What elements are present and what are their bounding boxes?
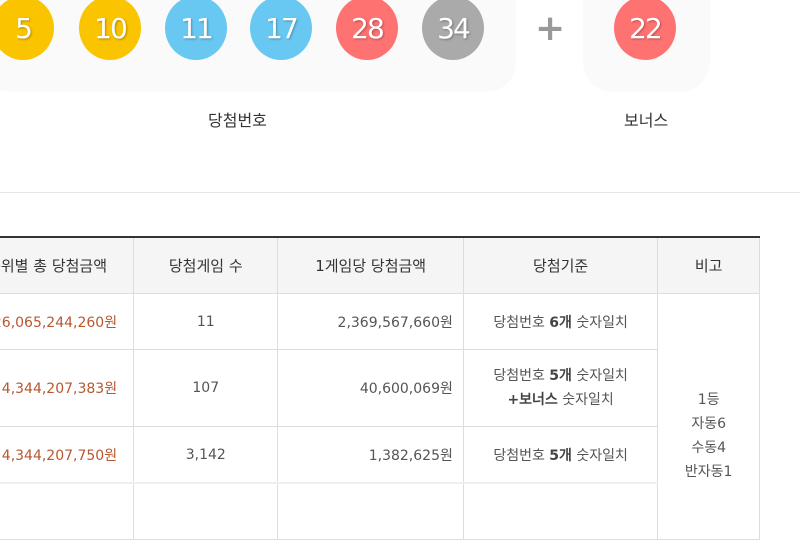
number-ball: 11 [165,0,227,60]
bonus-label: 보너스 [624,111,669,130]
table-header: 순위별 총 당첨금액 당첨게임 수 1게임당 당첨금액 당첨기준 비고 [0,237,760,294]
table-row: 26,065,244,260원 11 2,369,567,660원 당첨번호 6… [0,293,760,540]
number-ball: 28 [336,0,398,60]
table-row: 4,344,207,383원 107 40,600,069원 당첨번호 5개 숫… [0,349,760,427]
total-amount: 4,344,207,750원 [0,426,135,484]
number-ball: 34 [422,0,484,60]
table-row [0,482,760,540]
bonus-ball: 22 [614,0,676,60]
number-ball: 17 [250,0,312,60]
winning-numbers-label: 당첨번호 [208,111,267,130]
game-count: 3,142 [133,426,279,484]
game-count: 107 [133,349,279,427]
col-criteria: 당첨기준 [462,237,659,294]
col-total: 순위별 총 당첨금액 [0,237,135,294]
col-games: 당첨게임 수 [133,237,279,294]
per-game-amount: 40,600,069원 [277,349,464,427]
total-amount: 26,065,244,260원 [0,293,135,350]
game-count: 11 [133,293,279,350]
col-per-game: 1게임당 당첨금액 [277,237,464,294]
table-row: 4,344,207,750원 3,142 1,382,625원 당첨번호 5개 … [0,426,760,484]
criteria: 당첨번호 6개 숫자일치 [462,293,659,350]
divider [0,192,800,193]
plus-sign: + [535,8,566,49]
criteria: 당첨번호 5개 숫자일치 [462,426,659,484]
criteria: 당첨번호 5개 숫자일치 +보너스 숫자일치 [462,349,659,427]
prize-table: 순위별 총 당첨금액 당첨게임 수 1게임당 당첨금액 당첨기준 비고 26,0… [0,236,760,540]
note: 1등 자동6 수동4 반자동1 [657,293,760,540]
number-ball: 5 [0,0,54,60]
number-ball: 10 [79,0,141,60]
per-game-amount: 2,369,567,660원 [277,293,464,350]
total-amount: 4,344,207,383원 [0,349,135,427]
col-note: 비고 [657,237,760,294]
per-game-amount: 1,382,625원 [277,426,464,484]
